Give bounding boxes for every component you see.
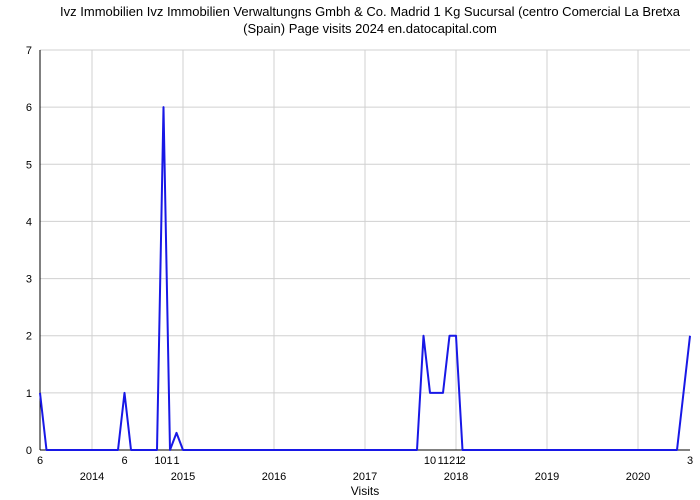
- y-tick-label: 0: [26, 445, 32, 457]
- x-point-label: 1: [173, 455, 179, 467]
- x-point-label: 3: [687, 455, 693, 467]
- x-year-label: 2019: [535, 471, 559, 483]
- line-chart: 0 1 2 3 4 5 6 7 2014 2015 2016 2017 2018 2019 2020 6 6 10…: [0, 0, 700, 500]
- y-tick-label: 7: [26, 45, 32, 57]
- x-year-label: 2014: [80, 471, 104, 483]
- x-point-label: 101: [154, 455, 172, 467]
- x-point-label: 10: [424, 455, 436, 467]
- y-tick-label: 4: [26, 216, 32, 228]
- x-year-label: 2018: [444, 471, 468, 483]
- y-tick-label: 3: [26, 274, 32, 286]
- x-point-label: 6: [121, 455, 127, 467]
- x-year-label: 2015: [171, 471, 195, 483]
- x-point-label: 1121: [438, 455, 462, 467]
- x-point-label: 2: [459, 455, 465, 467]
- x-axis-label: Visits: [40, 484, 690, 498]
- y-tick-label: 6: [26, 102, 32, 114]
- x-year-label: 2016: [262, 471, 286, 483]
- x-year-label: 2020: [626, 471, 650, 483]
- x-point-label: 6: [37, 455, 43, 467]
- chart-container: Ivz Immobilien Ivz Immobilien Verwaltung…: [0, 0, 700, 500]
- chart-title: Ivz Immobilien Ivz Immobilien Verwaltung…: [50, 4, 690, 38]
- y-tick-label: 5: [26, 159, 32, 171]
- y-tick-label: 1: [26, 388, 32, 400]
- y-tick-label: 2: [26, 331, 32, 343]
- x-year-label: 2017: [353, 471, 377, 483]
